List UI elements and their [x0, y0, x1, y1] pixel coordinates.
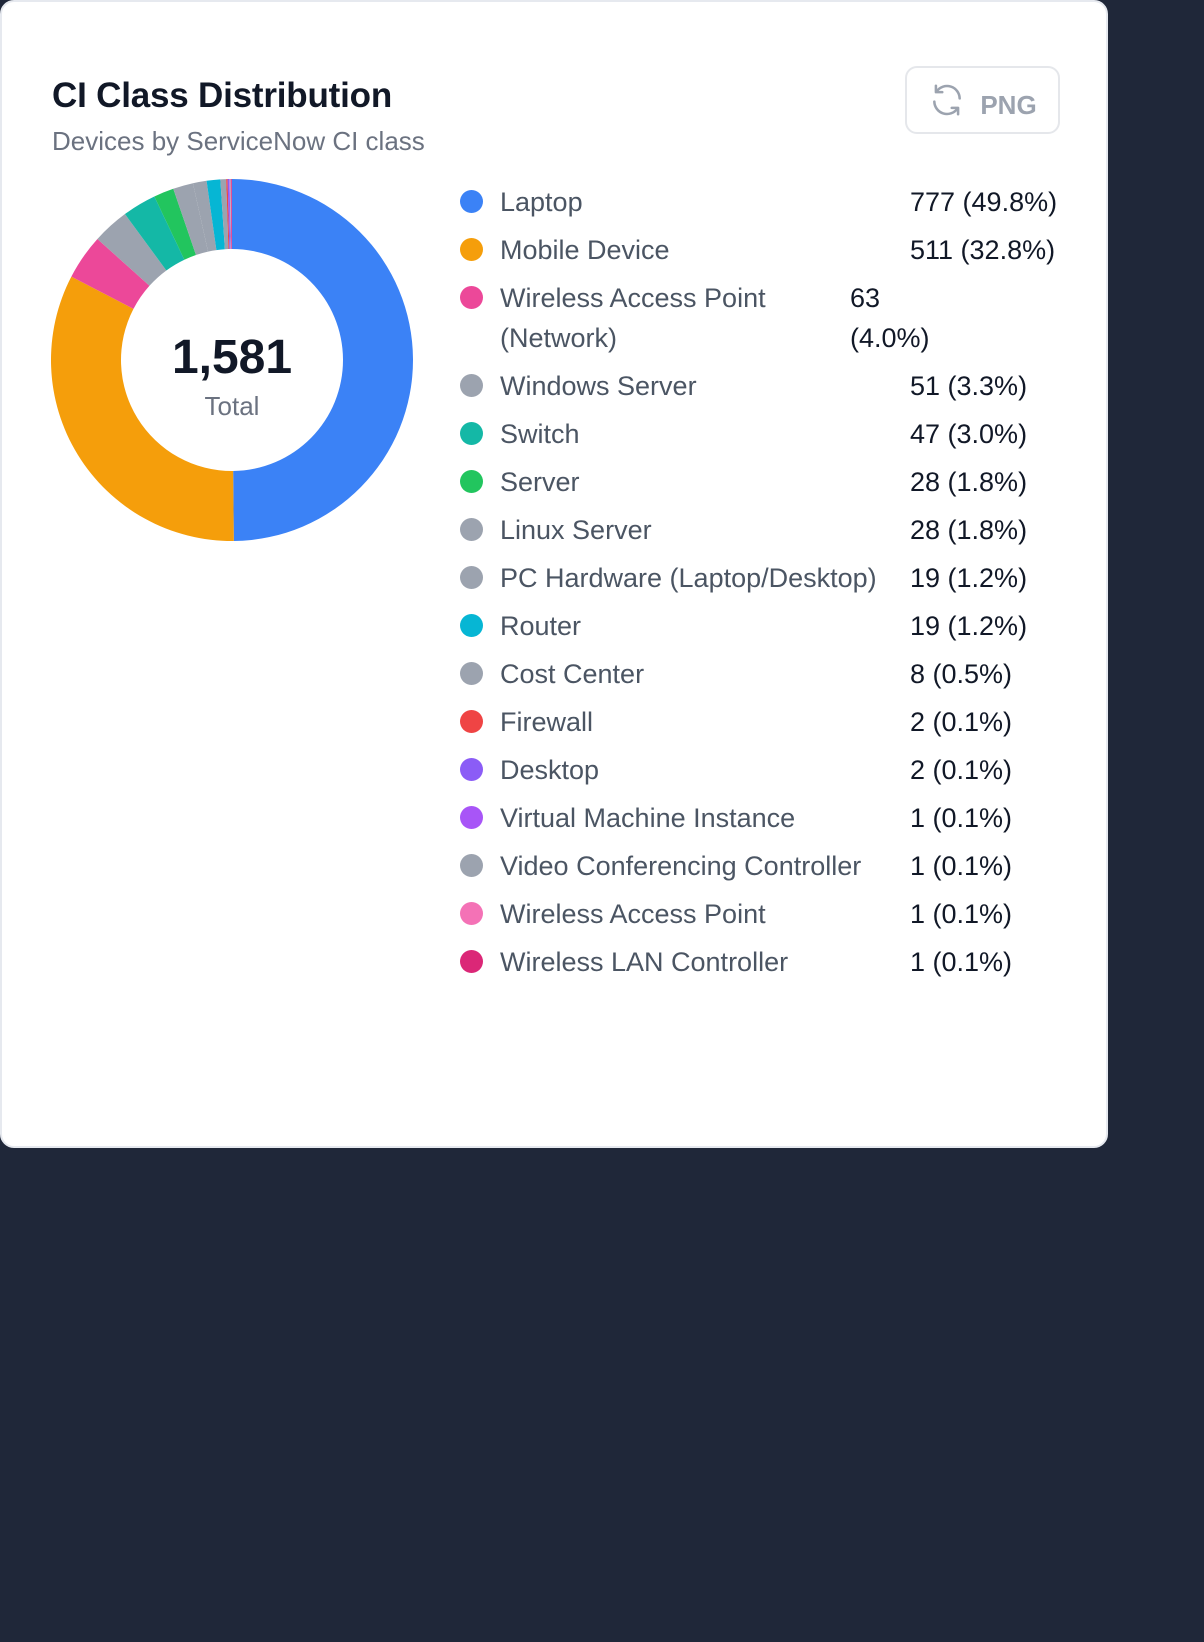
legend-value: 511 (32.8%) — [910, 235, 1056, 265]
donut-slice-switch[interactable] — [124, 196, 185, 271]
legend-swatch — [460, 238, 483, 261]
chart-card: CI Class Distribution Devices by Service… — [0, 0, 1108, 1148]
legend-item[interactable]: Cost Center 8 (0.5%) — [460, 659, 1060, 694]
donut-slice-server[interactable] — [154, 188, 196, 260]
legend-value: 63 (4.0%) — [850, 283, 930, 353]
donut-slice-virtual-machine-instance[interactable] — [229, 179, 231, 250]
donut-slice-desktop[interactable] — [227, 179, 231, 250]
legend-swatch — [460, 422, 483, 445]
donut-slice-mobile-device[interactable] — [51, 276, 234, 541]
legend-item[interactable]: Linux Server 28 (1.8%) — [460, 515, 1060, 550]
donut-slice-pc-hardware-laptop-desktop[interactable] — [192, 180, 217, 252]
legend-value: 1 (0.1%) — [910, 803, 1013, 833]
donut-slice-cost-center[interactable] — [220, 179, 229, 250]
donut-center-label: Total — [204, 391, 260, 421]
legend-value: 47 (3.0%) — [910, 419, 1028, 449]
legend-value: 2 (0.1%) — [910, 755, 1013, 785]
legend-item[interactable]: PC Hardware (Laptop/Desktop) 19 (1.2%) — [460, 563, 1060, 598]
legend-swatch — [460, 566, 483, 589]
legend-item[interactable]: Windows Server 51 (3.3%) — [460, 371, 1060, 406]
legend-swatch — [460, 470, 483, 493]
legend-swatch — [460, 902, 483, 925]
legend-label: Video Conferencing Controller — [500, 851, 862, 881]
donut-slice-wireless-access-point[interactable] — [230, 179, 232, 250]
legend-item[interactable]: Firewall 2 (0.1%) — [460, 707, 1060, 742]
legend-item[interactable]: Wireless LAN Controller 1 (0.1%) — [460, 947, 1060, 982]
donut-slice-wireless-lan-controller[interactable] — [231, 179, 232, 250]
legend-label: Wireless Access Point (Network) — [500, 283, 766, 353]
legend-value: 51 (3.3%) — [910, 371, 1028, 401]
legend-swatch — [460, 950, 483, 973]
donut-slice-wireless-access-point-network[interactable] — [71, 238, 150, 309]
legend-label: Windows Server — [500, 371, 697, 401]
donut-slice-firewall[interactable] — [226, 179, 230, 250]
legend-label: Virtual Machine Instance — [500, 803, 796, 833]
legend-item[interactable]: Video Conferencing Controller 1 (0.1%) — [460, 851, 1060, 886]
legend-value: 28 (1.8%) — [910, 515, 1028, 545]
legend-item[interactable]: Router 19 (1.2%) — [460, 611, 1060, 646]
legend-swatch — [460, 614, 483, 637]
donut-slice-laptop[interactable] — [232, 179, 413, 541]
legend-label: Wireless Access Point — [500, 899, 766, 929]
legend-value: 2 (0.1%) — [910, 707, 1013, 737]
legend-label: Switch — [500, 419, 580, 449]
legend-swatch — [460, 518, 483, 541]
legend-item[interactable]: Virtual Machine Instance 1 (0.1%) — [460, 803, 1060, 838]
donut-slice-video-conferencing-controller[interactable] — [229, 179, 232, 250]
donut-chart: 1,581 Total — [50, 178, 414, 542]
legend-value: 1 (0.1%) — [910, 899, 1013, 929]
donut-center-total: 1,581 — [171, 331, 293, 384]
legend-label: Router — [500, 611, 582, 641]
legend-value: 777 (49.8%) — [910, 187, 1058, 217]
legend-label: PC Hardware (Laptop/Desktop) — [500, 563, 877, 593]
legend-value: 28 (1.8%) — [910, 467, 1028, 497]
legend-item[interactable]: Desktop 2 (0.1%) — [460, 755, 1060, 790]
legend-label: Wireless LAN Controller — [500, 947, 789, 977]
legend-item[interactable]: Wireless Access Point 1 (0.1%) — [460, 899, 1060, 934]
legend-label: Linux Server — [500, 515, 652, 545]
legend-label: Laptop — [500, 187, 583, 217]
legend-swatch — [460, 286, 483, 309]
export-png-button[interactable]: PNG — [905, 66, 1060, 134]
legend-swatch — [460, 758, 483, 781]
legend-item[interactable]: Server 28 (1.8%) — [460, 467, 1060, 502]
legend-swatch — [460, 374, 483, 397]
donut-slice-router[interactable] — [206, 179, 225, 251]
donut-slice-linux-server[interactable] — [173, 183, 209, 256]
legend-item[interactable]: Switch 47 (3.0%) — [460, 419, 1060, 454]
legend-label: Firewall — [500, 707, 594, 737]
legend-value: 19 (1.2%) — [910, 563, 1028, 593]
donut-svg — [51, 179, 413, 541]
legend-swatch — [460, 710, 483, 733]
legend-label: Server — [500, 467, 580, 497]
legend-swatch — [460, 806, 483, 829]
legend-item[interactable]: Mobile Device 511 (32.8%) — [460, 235, 1060, 270]
legend-value: 1 (0.1%) — [910, 947, 1013, 977]
donut-slice-windows-server[interactable] — [97, 214, 167, 286]
chart-title: CI Class Distribution — [52, 76, 393, 115]
legend-value: 1 (0.1%) — [910, 851, 1013, 881]
legend-label: Mobile Device — [500, 235, 670, 265]
legend-swatch — [460, 190, 483, 213]
export-png-label: PNG — [980, 89, 1037, 120]
legend-label: Desktop — [500, 755, 600, 785]
legend-label: Cost Center — [500, 659, 645, 689]
legend-item[interactable]: Wireless Access Point (Network) 63 (4.0%) — [460, 283, 1060, 358]
refresh-icon — [928, 81, 966, 119]
chart-subtitle: Devices by ServiceNow CI class — [52, 126, 425, 156]
legend-value: 19 (1.2%) — [910, 611, 1028, 641]
chart-legend: Laptop 777 (49.8%) Mobile Device 511 (32.8%… — [460, 187, 1060, 998]
legend-swatch — [460, 854, 483, 877]
legend-item[interactable]: Laptop 777 (49.8%) — [460, 187, 1060, 222]
legend-value: 8 (0.5%) — [910, 659, 1013, 689]
legend-swatch — [460, 662, 483, 685]
